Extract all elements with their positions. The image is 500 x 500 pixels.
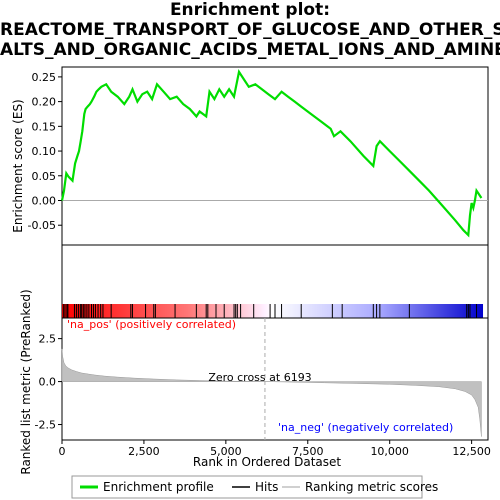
legend-label-ranking: Ranking metric scores <box>305 480 438 494</box>
title-line-2: REACTOME_TRANSPORT_OF_GLUCOSE_AND_OTHER_… <box>0 20 500 40</box>
ranking-metric-area <box>61 348 482 437</box>
metric-y-tick-label: 0.0 <box>39 376 57 389</box>
x-tick-label: 12,500 <box>452 445 491 458</box>
es-y-axis-label: Enrichment score (ES) <box>11 99 25 232</box>
pos-label: 'na_pos' (positively correlated) <box>67 318 236 331</box>
legend: Enrichment profile Hits Ranking metric s… <box>71 475 438 499</box>
legend-label-enrichment: Enrichment profile <box>103 480 214 494</box>
es-y-tick-label: 0.15 <box>32 120 57 133</box>
rank-color-bar <box>62 304 484 318</box>
es-y-tick-label: 0.10 <box>32 145 57 158</box>
es-y-tick-label: 0.05 <box>32 170 57 183</box>
es-y-tick-label: -0.05 <box>28 219 56 232</box>
zero-cross-label: Zero cross at 6193 <box>208 371 311 384</box>
x-tick-label: 10,000 <box>370 445 409 458</box>
metric-y-axis-label: Ranked list metric (PreRanked) <box>19 289 33 474</box>
x-tick-label: 7,500 <box>292 445 324 458</box>
es-plot-area <box>61 66 489 246</box>
title-line-3: ALTS_AND_ORGANIC_ACIDS_METAL_IONS_AND_AM… <box>0 40 500 60</box>
legend-label-hits: Hits <box>255 480 278 494</box>
metric-y-tick-label: -2.5 <box>35 419 56 432</box>
hits-panel <box>61 244 489 319</box>
x-tick-label: 5,000 <box>210 445 242 458</box>
es-y-tick-label: 0.20 <box>32 96 57 109</box>
es-y-tick-label: 0.25 <box>32 71 57 84</box>
x-axis-label: Rank in Ordered Dataset <box>193 455 341 469</box>
metric-y-tick-label: 2.5 <box>39 333 57 346</box>
x-tick-label: 0 <box>59 445 66 458</box>
title-line-1: Enrichment plot: <box>169 0 331 20</box>
enrichment-profile-line <box>60 69 483 238</box>
chart-title: Enrichment plot: REACTOME_TRANSPORT_OF_G… <box>0 0 500 60</box>
es-y-tick-label: 0.00 <box>32 195 57 208</box>
metric-panel: -2.5 0.0 2.5 <box>35 317 489 441</box>
x-tick-label: 2,500 <box>128 445 160 458</box>
x-axis: 0 2,500 5,000 7,500 10,000 12,500 <box>59 440 491 458</box>
es-panel: -0.05 0.00 0.05 0.10 0.15 0.20 0.25 <box>28 66 489 246</box>
neg-label: 'na_neg' (negatively correlated) <box>278 421 453 434</box>
